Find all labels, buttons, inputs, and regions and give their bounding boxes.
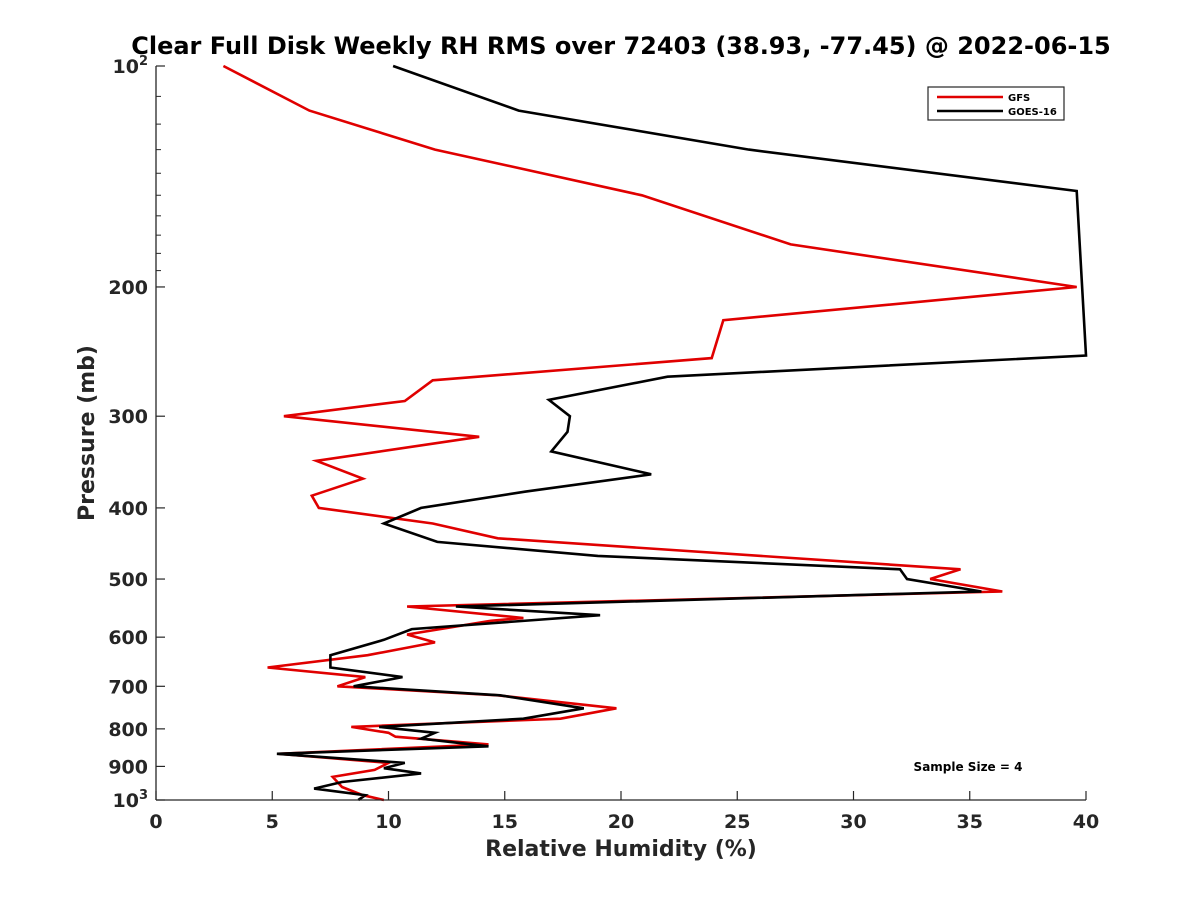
y-tick-label: 200	[108, 277, 148, 299]
x-tick-label: 40	[1073, 811, 1099, 833]
y-tick-label: 600	[108, 627, 148, 649]
x-tick-label: 20	[608, 811, 634, 833]
x-tick-label: 0	[149, 811, 162, 833]
x-tick-label: 35	[957, 811, 983, 833]
legend-box	[927, 86, 1065, 121]
chart-title: Clear Full Disk Weekly RH RMS over 72403…	[131, 32, 1111, 60]
x-tick-label: 15	[492, 811, 518, 833]
legend-label-gfs: GFS	[1008, 93, 1030, 104]
y-tick-label: 300	[108, 406, 148, 428]
x-tick-label: 10	[375, 811, 401, 833]
plot-background	[156, 66, 1086, 800]
y-tick-label: 102	[113, 54, 149, 78]
y-tick-label: 500	[108, 569, 148, 591]
x-tick-label: 25	[724, 811, 750, 833]
plot-area: 0 5 10 15 20 25 30 35 40 102 200 300 400 500 600 700 800…	[108, 54, 1099, 833]
y-axis-label: Pressure (mb)	[75, 345, 100, 521]
y-tick-label: 800	[108, 719, 148, 741]
series-line-goes-16	[276, 64, 1088, 802]
series-layer	[222, 64, 1088, 802]
legend: GFS GOES-16	[927, 86, 1065, 121]
series-line-gfs	[222, 64, 1077, 802]
x-axis-label: Relative Humidity (%)	[485, 837, 757, 862]
y-tick-label: 103	[113, 788, 149, 812]
sample-size-annotation: Sample Size = 4	[914, 760, 1023, 774]
legend-label-goes16: GOES-16	[1008, 107, 1057, 118]
y-tick-label: 700	[108, 676, 148, 698]
y-tick-label: 400	[108, 498, 148, 520]
x-tick-label: 5	[266, 811, 279, 833]
ticks-layer: 0 5 10 15 20 25 30 35 40 102 200 300 400 500 600 700 800…	[108, 54, 1099, 833]
x-tick-label: 30	[840, 811, 866, 833]
y-tick-label: 900	[108, 756, 148, 778]
